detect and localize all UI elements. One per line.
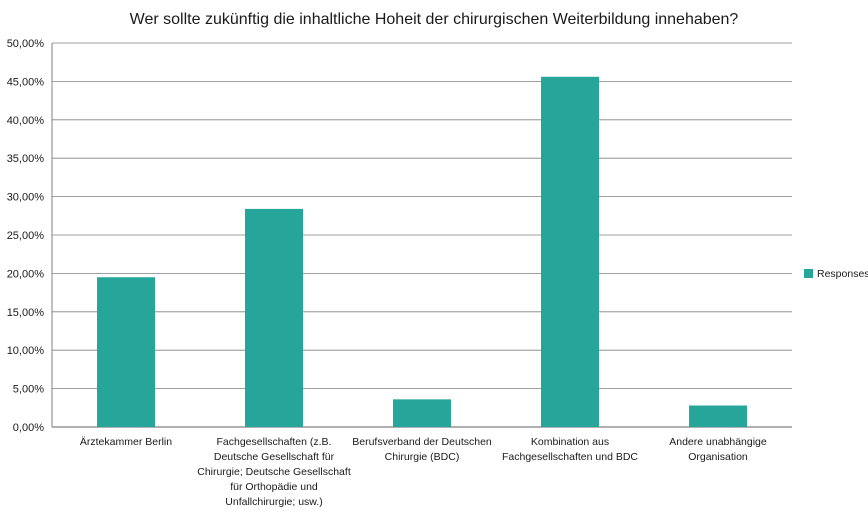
y-tick-label: 20,00% [7, 268, 45, 280]
gridlines [51, 42, 792, 428]
y-tick-label: 5,00% [13, 384, 44, 396]
x-category-label: Andere unabhängige Organisation [669, 436, 767, 463]
bars [97, 76, 747, 428]
y-tick-label: 10,00% [7, 345, 45, 357]
legend-swatch [804, 269, 813, 278]
y-tick-label: 35,00% [7, 153, 45, 165]
bar [541, 76, 599, 428]
x-axis-category-labels: Ärztekammer Berlin Fachgesellschaften (z.… [80, 436, 767, 508]
bar [393, 399, 451, 427]
y-tick-label: 0,00% [13, 422, 44, 434]
y-tick-label: 45,00% [7, 76, 45, 88]
bar [245, 208, 303, 427]
y-axis-tick-labels: 0,00% 5,00% 10,00% 15,00% 20,00% 25,00% 30,00%… [7, 38, 45, 434]
y-tick-label: 15,00% [7, 307, 45, 319]
bar [689, 405, 747, 427]
bar [97, 277, 155, 427]
y-tick-label: 30,00% [7, 192, 45, 204]
y-tick-label: 25,00% [7, 230, 45, 242]
y-tick-label: 50,00% [7, 38, 45, 50]
legend: Responses [804, 268, 868, 280]
legend-label: Responses [817, 268, 868, 280]
chart-title: Wer sollte zukünftig die inhaltliche Hoh… [130, 11, 739, 28]
x-category-label: Berufsverband der Deutschen Chirurgie (BD… [352, 436, 492, 463]
y-tick-label: 40,00% [7, 115, 45, 127]
x-category-label: Fachgesellschaften (z.B. Deutsche Gesells… [197, 436, 351, 508]
x-category-label: Ärztekammer Berlin [80, 436, 172, 448]
x-category-label: Kombination aus Fachgesellschaften und BD… [502, 436, 638, 463]
